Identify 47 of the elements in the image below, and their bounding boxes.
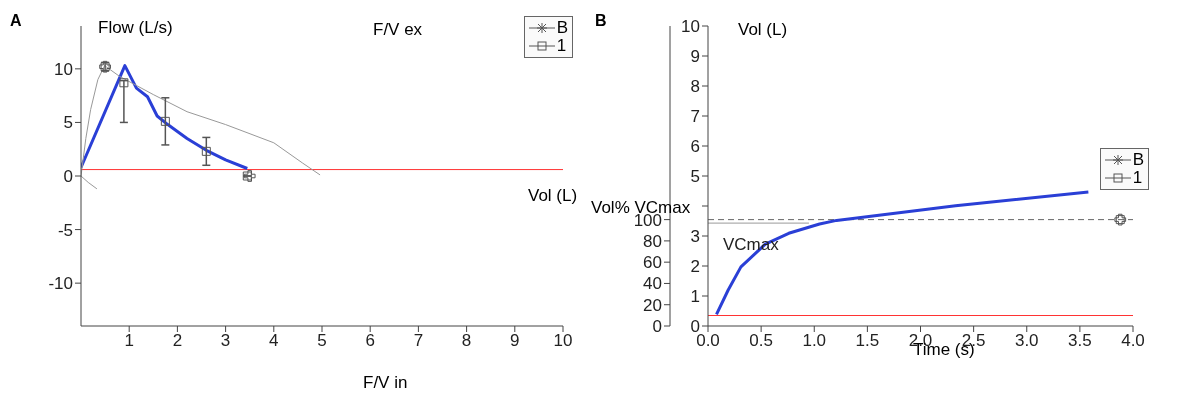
x-tick-label: 2 bbox=[172, 331, 183, 351]
y-tick-label: 8 bbox=[690, 77, 700, 97]
x-tick-label: 0.0 bbox=[696, 331, 720, 351]
x-tick-label: 4 bbox=[269, 331, 279, 351]
y-axis-title: Vol (L) bbox=[738, 20, 788, 40]
x-tick-label: 8 bbox=[461, 331, 472, 351]
x-axis-title: Vol (L) bbox=[528, 186, 578, 206]
y-tick-label: 6 bbox=[690, 137, 700, 157]
y-tick-label: 2 bbox=[690, 257, 700, 277]
y-tick-label: -10 bbox=[48, 274, 73, 294]
chart-title: A bbox=[10, 12, 22, 30]
x-tick-label: 5 bbox=[317, 331, 327, 351]
legend-label: B bbox=[556, 18, 568, 37]
y-tick-label: 5 bbox=[63, 113, 73, 133]
y-tick-label: 0 bbox=[63, 167, 73, 187]
legend-label: 1 bbox=[1132, 168, 1143, 187]
x-tick-label: 4.0 bbox=[1121, 331, 1145, 351]
y-tick-label: 9 bbox=[690, 47, 700, 67]
annotation: F/V ex bbox=[373, 20, 423, 40]
x-tick-label: 3.5 bbox=[1068, 331, 1092, 351]
legend-label: B bbox=[1132, 150, 1144, 169]
y-tick-label: 3 bbox=[690, 227, 700, 247]
y2-tick-label: 40 bbox=[643, 274, 662, 294]
legend-label: 1 bbox=[556, 36, 567, 55]
x-tick-label: 1.5 bbox=[855, 331, 880, 351]
y-tick-label: 1 bbox=[690, 287, 700, 307]
x-tick-label: 1 bbox=[124, 331, 134, 351]
y2-tick-label: 20 bbox=[643, 295, 662, 315]
x-tick-label: 9 bbox=[510, 331, 520, 351]
x-tick-label: 6 bbox=[365, 331, 375, 351]
x-tick-label: 1.0 bbox=[802, 331, 827, 351]
x-tick-label: 10 bbox=[553, 331, 573, 351]
y2-tick-label: 80 bbox=[643, 231, 662, 251]
y-tick-label: 5 bbox=[690, 167, 700, 187]
x-tick-label: 7 bbox=[413, 331, 424, 351]
x-tick-label: 0.5 bbox=[749, 331, 773, 351]
x-tick-label: 3 bbox=[220, 331, 231, 351]
y-tick-label: 10 bbox=[681, 17, 700, 37]
y-tick-label: 7 bbox=[690, 107, 700, 127]
y-tick-label: -5 bbox=[57, 220, 73, 240]
y2-tick-label: 60 bbox=[643, 253, 662, 273]
y2-tick-label: 0 bbox=[652, 317, 662, 337]
chart-title: B bbox=[595, 12, 607, 30]
x-tick-label: 3.0 bbox=[1014, 331, 1039, 351]
y-tick-label: 10 bbox=[54, 59, 73, 79]
y-axis-title: Flow (L/s) bbox=[98, 18, 173, 38]
text: F/V in bbox=[363, 373, 408, 393]
